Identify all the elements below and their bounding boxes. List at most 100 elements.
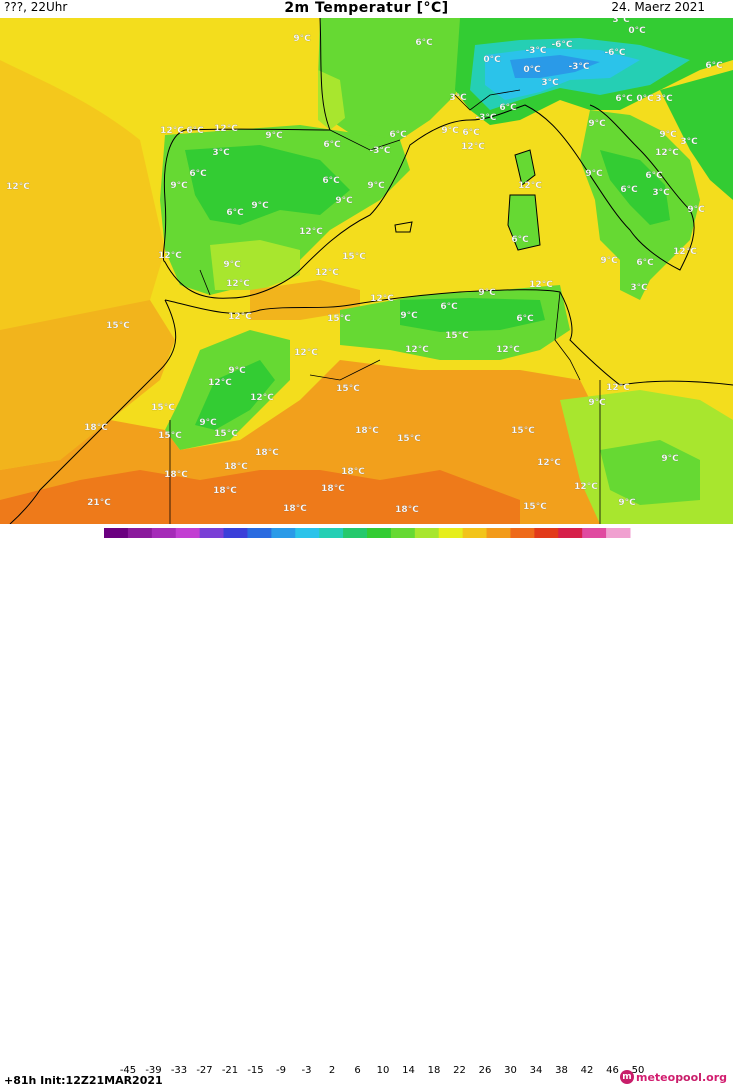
color-scale-segment: [486, 528, 511, 538]
temperature-label: 12°C: [214, 124, 238, 134]
temperature-label: 6°C: [511, 235, 529, 245]
temperature-label: 6°C: [636, 258, 654, 268]
temperature-label: 12°C: [405, 345, 429, 355]
temperature-label: 3°C: [652, 188, 670, 198]
color-scale-segment: [199, 528, 225, 538]
field-italy-cool: [600, 150, 670, 225]
color-scale-tick: 46: [606, 1065, 619, 1076]
color-scale-tick: 26: [478, 1065, 492, 1076]
color-scale-segment: [534, 528, 559, 538]
temperature-label: 18°C: [355, 426, 379, 436]
color-scale-tick: -33: [170, 1065, 188, 1076]
temperature-label: 12°C: [461, 142, 485, 152]
temperature-label: 9°C: [199, 418, 217, 428]
temperature-label: 12°C: [158, 251, 182, 261]
meteopool-logo[interactable]: m meteo pool .org: [619, 1070, 727, 1084]
color-scale-ticks: -45 -39 -33 -27 -21 -15 -9 -3 2 6 10 14 18 22 26 30 34 38…: [114, 1065, 645, 1079]
forecast-date: 24. Maerz 2021: [611, 0, 705, 14]
field-sahara-hot: [0, 470, 520, 524]
temperature-label: 3°C: [541, 78, 559, 88]
temperature-label: 12°C: [250, 393, 274, 403]
temperature-label: 6°C: [322, 176, 340, 186]
temperature-label: 6°C: [389, 130, 407, 140]
field-alps-coldest: [510, 55, 600, 78]
color-scale: [104, 528, 631, 538]
temperature-label: 9°C: [335, 196, 353, 206]
temperature-label: 12°C: [529, 280, 553, 290]
temperature-label: 15°C: [397, 434, 421, 444]
field-atlantic-warm: [0, 60, 165, 330]
temperature-label: 9°C: [223, 260, 241, 270]
map-title: 2m Temperatur [°C]: [284, 0, 449, 16]
color-scale-segment: [127, 528, 153, 538]
temperature-label: 12°C: [655, 148, 679, 158]
forecast-time: ???, 22Uhr: [4, 0, 68, 14]
temperature-label: 6°C: [615, 94, 633, 104]
color-scale-segment: [271, 528, 296, 538]
temperature-label: 9°C: [588, 119, 606, 129]
temperature-label: 18°C: [84, 423, 108, 433]
temperature-label: 15°C: [106, 321, 130, 331]
temperature-label: 9°C: [400, 311, 418, 321]
temperature-label: 15°C: [327, 314, 351, 324]
field-atlas-cool: [195, 360, 275, 430]
temperature-label: 12°C: [315, 268, 339, 278]
color-scale-segment: [343, 528, 368, 538]
temperature-label: 12°C: [299, 227, 323, 237]
temperature-label: 0°C: [523, 65, 541, 75]
temperature-label: -6°C: [604, 48, 625, 58]
color-scale-segment: [510, 528, 535, 538]
color-scale-segment: [247, 528, 272, 538]
color-scale-segment: [223, 528, 248, 538]
temperature-label: 12°C: [294, 348, 318, 358]
temperature-label: 12°C: [226, 279, 250, 289]
field-france-green: [318, 18, 470, 140]
color-scale-segment: [582, 528, 607, 538]
temperature-label: 18°C: [321, 484, 345, 494]
temperature-label: 6°C: [186, 126, 204, 136]
color-scale-segment: [462, 528, 488, 538]
color-scale-tick: -21: [221, 1065, 239, 1076]
color-scale-tick: 14: [402, 1065, 415, 1076]
temperature-label: 9°C: [251, 201, 269, 211]
field-atlantic-warmer: [0, 300, 175, 470]
color-scale-segment: [151, 528, 177, 538]
temperature-label: 6°C: [516, 314, 534, 324]
init-time: +81h Init:12Z21MAR2021: [4, 1074, 163, 1087]
temperature-label: 6°C: [189, 169, 207, 179]
color-scale-segment: [295, 528, 320, 538]
temperature-label: 9°C: [367, 181, 385, 191]
field-sardinia: [508, 195, 540, 250]
temperature-label: 15°C: [336, 384, 360, 394]
logo-text-accent: pool: [675, 1070, 702, 1084]
temperature-label: 9°C: [600, 256, 618, 266]
color-scale-segment: [438, 528, 464, 538]
color-scale-segment: [319, 528, 344, 538]
temperature-label: 6°C: [645, 171, 663, 181]
field-libya-cool: [600, 440, 700, 505]
color-scale-tick: 10: [376, 1065, 390, 1076]
color-scale-tick: -9: [276, 1065, 286, 1076]
temperature-label: 15°C: [214, 429, 238, 439]
temperature-label: 3°C: [449, 93, 467, 103]
temperature-label: 3°C: [612, 18, 630, 25]
temperature-label: 12°C: [518, 181, 542, 191]
temperature-label: 9°C: [478, 288, 496, 298]
temperature-label: 9°C: [659, 130, 677, 140]
temperature-label: 9°C: [661, 454, 679, 464]
temperature-label: 9°C: [687, 205, 705, 215]
temperature-label: 6°C: [705, 61, 723, 71]
temperature-label: 9°C: [228, 366, 246, 376]
temperature-label: -3°C: [568, 62, 589, 72]
logo-text-prefix: meteo: [635, 1070, 676, 1084]
header-bar: ???, 22Uhr 2m Temperatur [°C] 24. Maerz …: [0, 0, 733, 18]
temperature-label: 12°C: [6, 182, 30, 192]
temperature-labels: 9°C 6°C3°C0°C-3°C-6°C-6°C0°C-3°C0°C 6°C3°C…: [6, 18, 723, 515]
field-iberia-warm: [210, 240, 300, 290]
temperature-label: 15°C: [342, 252, 366, 262]
temperature-label: 9°C: [441, 126, 459, 136]
color-scale-tick: 42: [580, 1065, 594, 1076]
color-scale-segment: [367, 528, 392, 538]
color-scale-tick: 18: [427, 1065, 441, 1076]
temperature-label: 12°C: [496, 345, 520, 355]
